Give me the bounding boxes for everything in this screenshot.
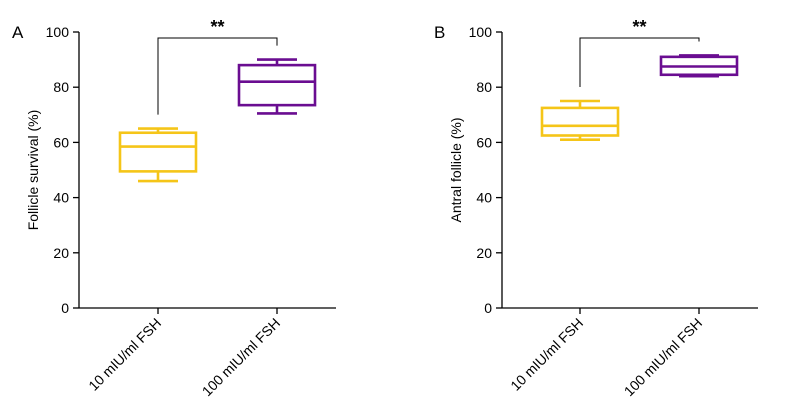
box-plot-1 <box>118 127 198 183</box>
y-tick-label: 20 <box>53 245 69 261</box>
box-iqr <box>118 131 198 173</box>
box-plot-1 <box>540 99 620 141</box>
y-tick-label: 100 <box>46 24 70 40</box>
significance-bracket <box>579 37 700 87</box>
significance-label: ** <box>210 17 224 37</box>
significance-label: ** <box>632 17 646 37</box>
y-tick-label: 80 <box>53 79 69 95</box>
y-tick-label: 40 <box>53 190 69 206</box>
box-iqr <box>237 63 317 107</box>
y-tick-label: 100 <box>469 24 493 40</box>
panel-label: A <box>12 23 24 42</box>
y-tick-label: 60 <box>476 134 492 150</box>
y-axis-label: Follicle survival (%) <box>25 110 41 231</box>
y-tick-label: 60 <box>53 134 69 150</box>
chart-panel-a: A 0 20 40 60 80 100 Follicle survival (%) 10 mIU… <box>12 17 336 399</box>
y-tick-label: 20 <box>476 245 492 261</box>
x-tick-label: 100 mIU/ml FSH <box>199 315 283 399</box>
panel-label: B <box>434 23 445 42</box>
box-iqr <box>540 106 620 137</box>
y-tick-label: 40 <box>476 190 492 206</box>
y-tick-label: 80 <box>476 79 492 95</box>
x-tick-label: 10 mIU/ml FSH <box>85 315 164 394</box>
y-tick-label: 0 <box>484 300 492 316</box>
y-axis-label: Antral follicle (%) <box>448 117 464 222</box>
box-plot-2 <box>237 58 317 115</box>
chart-panel-b: B 0 20 40 60 80 100 Antral follicle (%) 10 mIU/m… <box>434 17 758 399</box>
box-plot-2 <box>659 54 739 78</box>
x-tick-label: 100 mIU/ml FSH <box>621 315 705 399</box>
x-tick-label: 10 mIU/ml FSH <box>507 315 586 394</box>
y-tick-label: 0 <box>61 300 69 316</box>
significance-bracket <box>157 37 278 115</box>
